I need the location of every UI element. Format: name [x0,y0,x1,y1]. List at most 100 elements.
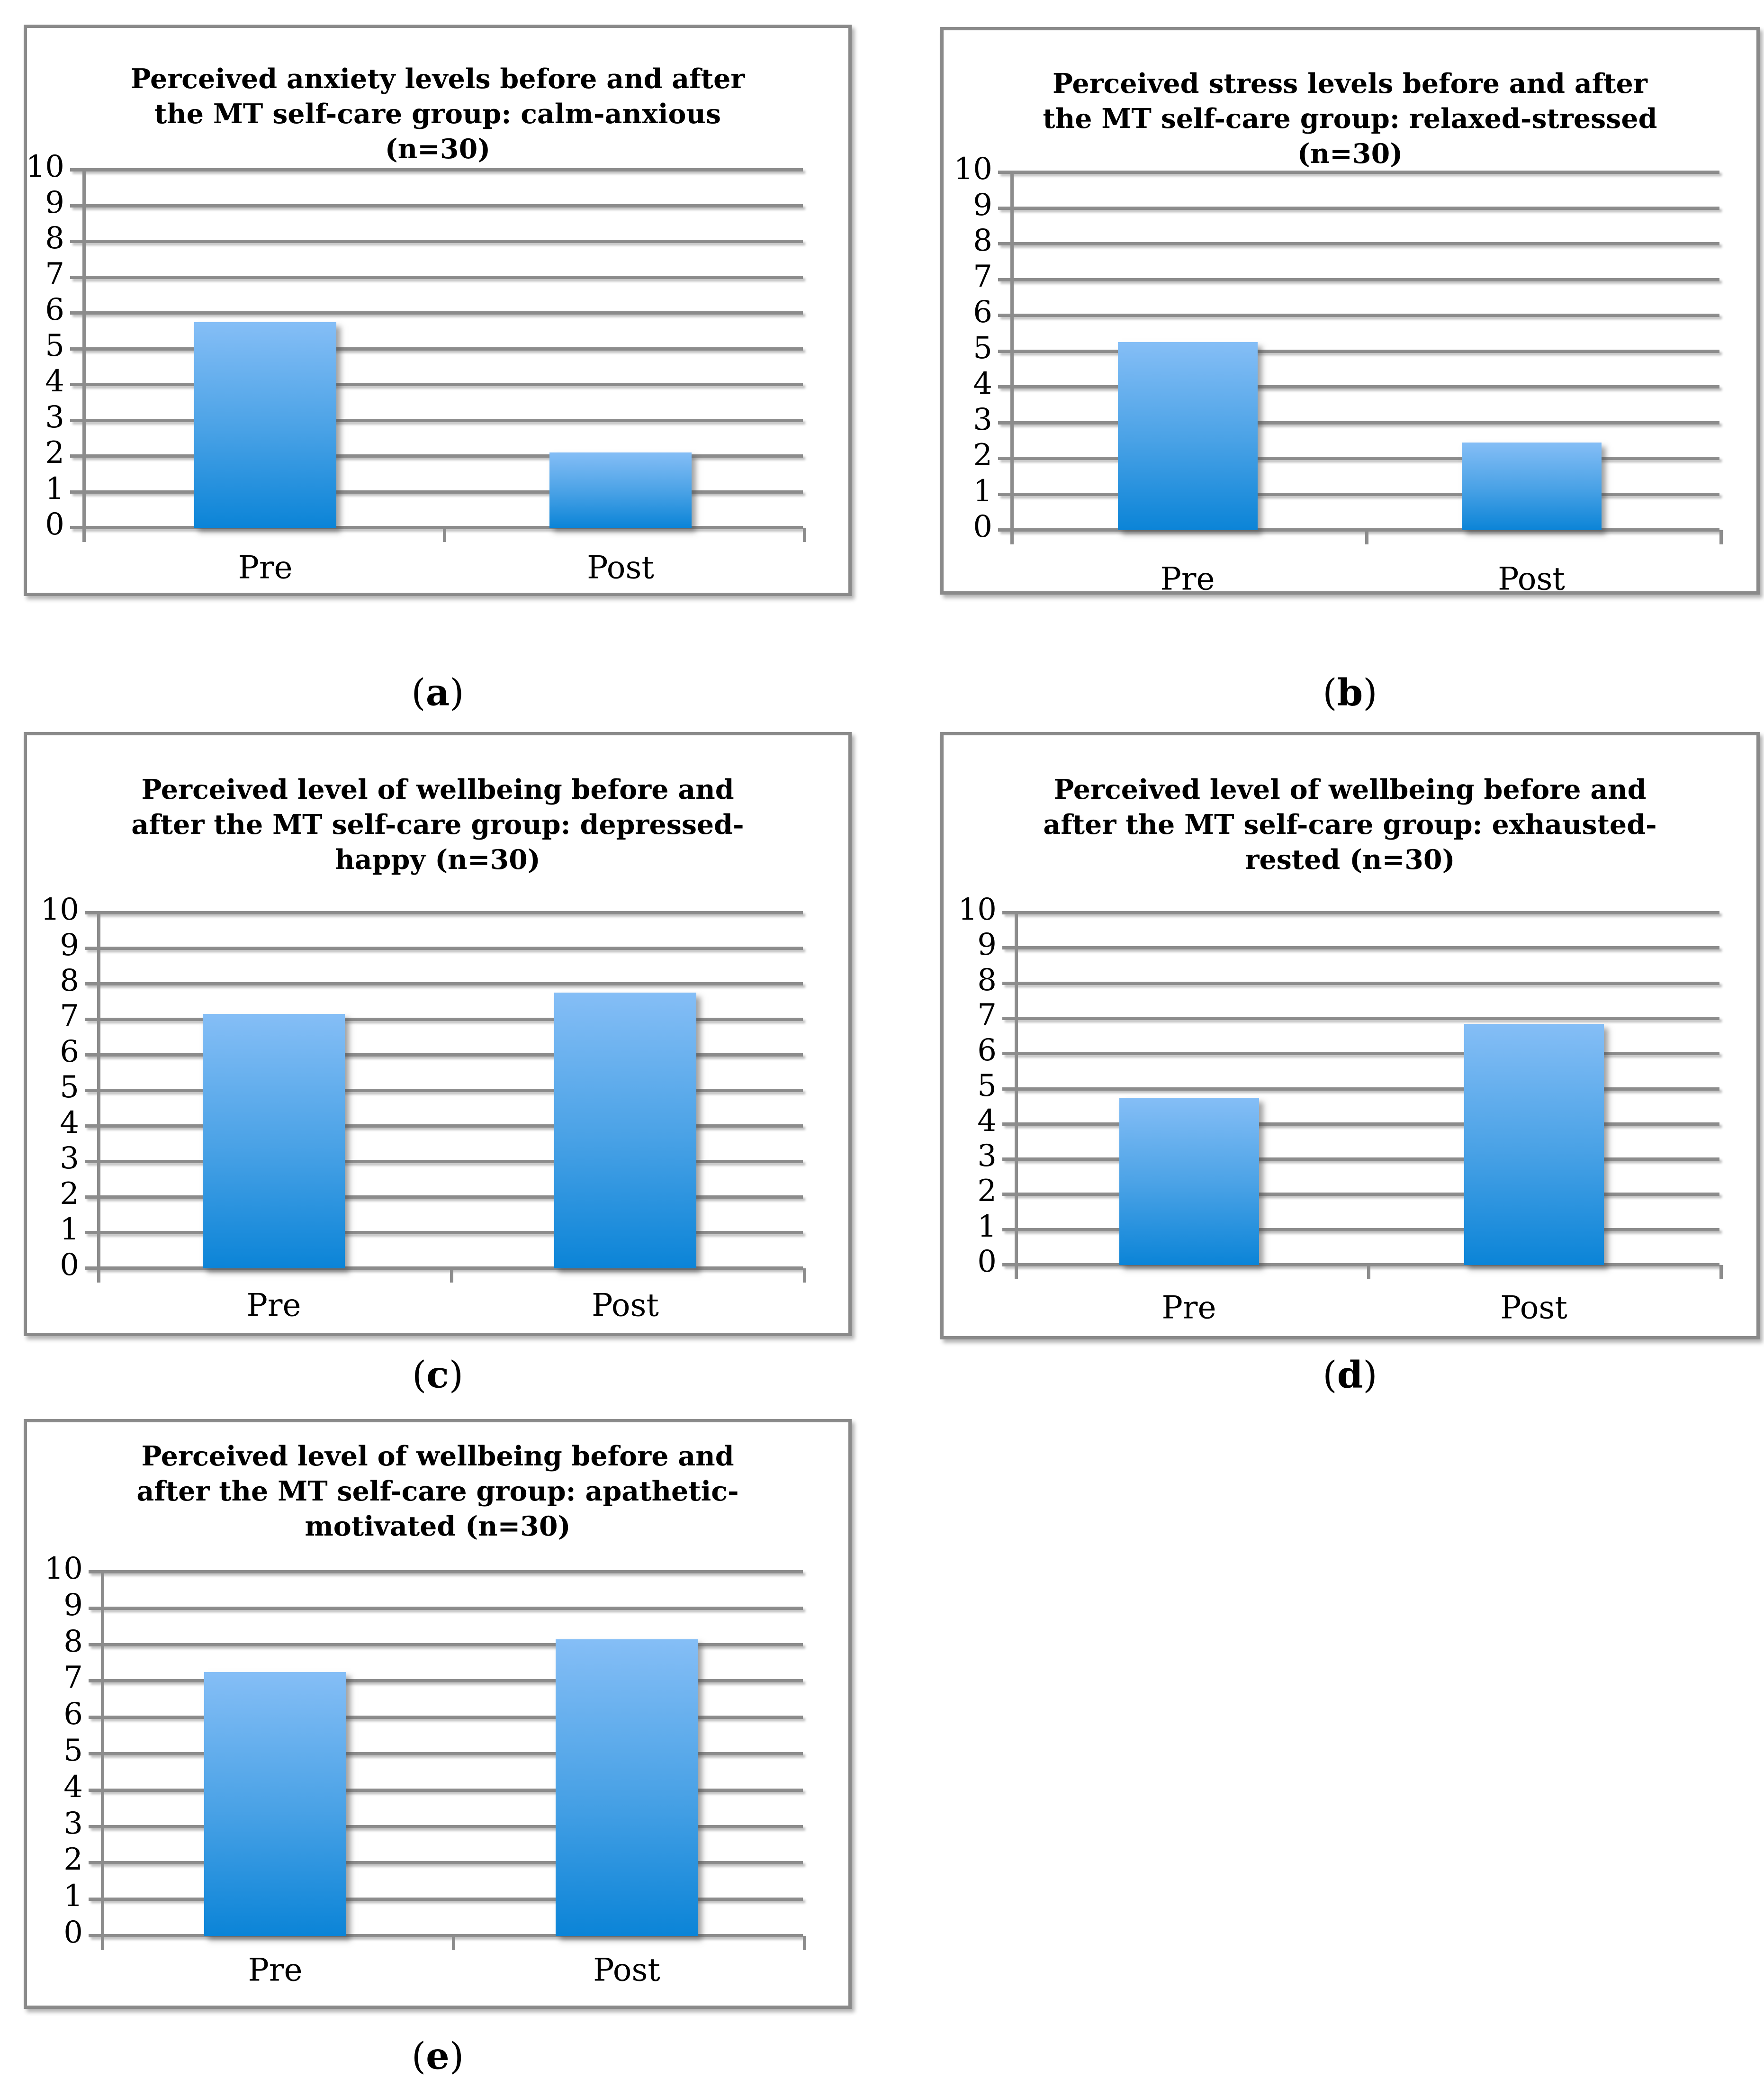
gridline [70,454,803,458]
chart-title-line: after the MT self-care group: apathetic- [136,1475,739,1507]
gridline [70,204,803,208]
y-axis-tick-label: 9 [60,928,79,963]
y-axis-tick-label: 10 [26,149,64,185]
gridline [1002,1228,1719,1231]
gridline [85,1266,803,1270]
gridline [998,457,1719,460]
gridline [70,526,803,529]
gridline [89,1825,803,1828]
y-axis-tick-label: 7 [977,998,997,1033]
caption-paren-open: ( [411,671,426,714]
y-axis-tick-label: 8 [60,963,79,999]
category-label: Post [1498,560,1565,597]
gridline [998,171,1719,174]
y-axis-tick-label: 6 [60,1034,79,1070]
caption-paren-close: ) [1363,671,1377,714]
y-axis-tick-label: 7 [63,1660,83,1696]
gridline [85,1124,803,1128]
x-axis-tick [803,528,806,542]
gridline [85,982,803,985]
gridline [89,1789,803,1792]
gridline [70,276,803,279]
bar-pre-b [1117,342,1258,530]
figure-caption-a: (a) [411,671,464,714]
category-label: Post [593,1952,660,1989]
y-axis-line [1015,911,1018,1279]
y-axis-tick-label: 9 [973,188,992,223]
gridline [998,207,1719,210]
y-axis-tick-label: 6 [973,295,992,330]
y-axis-tick-label: 4 [63,1770,83,1805]
y-axis-line [1010,171,1014,544]
gridline [85,1053,803,1057]
caption-letter: a [425,671,450,714]
caption-paren-open: ( [412,1354,427,1397]
bar-pre-e [204,1672,346,1936]
gridline [998,278,1719,281]
gridline [70,490,803,494]
chart-title-line: after the MT self-care group: exhausted- [1043,809,1657,841]
figure-caption-e: (e) [412,2035,464,2078]
gridline [70,168,803,172]
gridline [89,1607,803,1610]
chart-title-b: Perceived stress levels before and after… [959,66,1741,172]
gridline [1002,1193,1719,1196]
chart-title-d: Perceived level of wellbeing before and a… [959,772,1741,877]
gridline [1002,1017,1719,1020]
y-axis-tick-label: 9 [977,927,997,963]
gridline [89,1861,803,1864]
chart-title-line: Perceived level of wellbeing before and [141,1440,734,1472]
gridline [89,1934,803,1937]
y-axis-tick-label: 9 [45,185,64,221]
chart-panel-d [940,732,1760,1339]
chart-title-line: Perceived level of wellbeing before and [1053,774,1647,805]
category-label: Pre [238,549,293,586]
x-axis-tick [452,1936,455,1950]
caption-paren-close: ) [450,671,464,714]
gridline [1002,1263,1719,1266]
y-axis-tick-label: 1 [60,1212,79,1247]
gridline [85,1089,803,1092]
bar-post-b [1461,443,1602,530]
y-axis-tick-label: 6 [977,1033,997,1068]
y-axis-tick-label: 4 [45,364,64,399]
gridline [70,383,803,386]
gridline [1002,982,1719,985]
y-axis-tick-label: 0 [973,509,992,545]
y-axis-tick-label: 8 [63,1624,83,1660]
y-axis-tick-label: 5 [63,1733,83,1769]
bar-post-d [1464,1024,1604,1265]
gridline [70,347,803,351]
x-axis-tick [443,528,446,542]
y-axis-tick-label: 7 [60,999,79,1034]
caption-paren-close: ) [449,1354,464,1397]
gridline [1002,911,1719,914]
y-axis-tick-label: 5 [977,1068,997,1104]
gridline [998,493,1719,496]
bar-post-e [556,1639,698,1936]
chart-panel-a [24,25,852,596]
y-axis-tick-label: 5 [973,331,992,366]
gridline [85,947,803,950]
gridline [70,240,803,243]
chart-title-c: Perceived level of wellbeing before and a… [43,772,833,877]
caption-paren-close: ) [449,2035,464,2078]
x-axis-tick [1719,530,1723,544]
y-axis-tick-label: 4 [973,366,992,402]
x-axis-tick [803,1268,806,1283]
gridline [85,1160,803,1163]
y-axis-tick-label: 10 [954,152,992,187]
category-label: Post [1500,1289,1567,1326]
figure-caption-d: (d) [1323,1354,1377,1397]
gridline [85,1195,803,1199]
chart-title-line: (n=30) [1297,138,1403,170]
y-axis-tick-label: 4 [977,1103,997,1139]
caption-paren-open: ( [411,2035,426,2078]
y-axis-tick-label: 1 [63,1879,83,1914]
y-axis-tick-label: 2 [63,1842,83,1878]
x-axis-tick [450,1268,453,1283]
chart-title-line: motivated (n=30) [305,1510,571,1542]
chart-title-line: rested (n=30) [1245,844,1455,876]
gridline [1002,1087,1719,1091]
y-axis-tick-label: 0 [45,507,64,542]
